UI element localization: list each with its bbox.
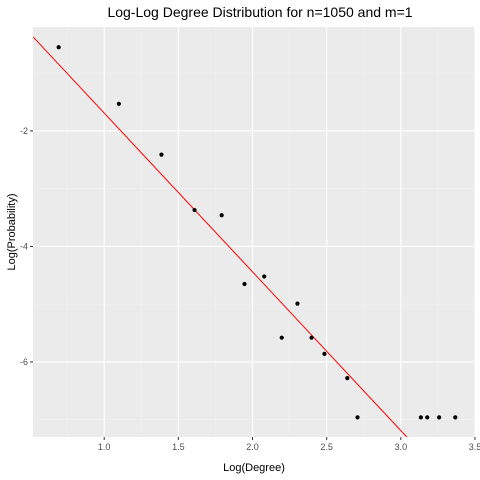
plot-panel <box>33 27 475 437</box>
y-axis-label: Log(Probability) <box>6 193 18 270</box>
data-point <box>437 415 442 420</box>
x-tick-label: 2.0 <box>246 442 259 452</box>
data-point <box>453 415 458 420</box>
x-tick-label: 2.5 <box>320 442 333 452</box>
fit-line <box>33 36 408 437</box>
data-point <box>322 351 327 356</box>
axis-ticks <box>30 130 476 440</box>
data-point <box>192 207 197 213</box>
major-gridlines <box>33 27 476 437</box>
data-points <box>56 45 458 420</box>
data-point <box>242 281 247 287</box>
x-tick-label: 3.0 <box>395 442 408 452</box>
data-point <box>295 301 300 306</box>
tick-labels: 1.0 1.5 2.0 2.5 3.0 3.5 -2 -4 -6 <box>20 126 480 452</box>
y-tick-label: -2 <box>20 126 28 136</box>
x-tick-label: 1.0 <box>98 442 111 452</box>
data-point <box>219 213 224 218</box>
data-point <box>159 152 164 157</box>
data-point <box>56 45 61 50</box>
x-tick-label: 1.5 <box>172 442 185 452</box>
chart-title: Log-Log Degree Distribution for n=1050 a… <box>107 4 412 20</box>
data-point <box>279 335 284 340</box>
x-tick-label: 3.5 <box>469 442 480 452</box>
data-point <box>355 415 360 420</box>
data-point <box>262 274 267 279</box>
fit-line-group <box>33 36 408 437</box>
data-point <box>425 415 430 420</box>
data-point <box>418 415 423 420</box>
data-point <box>116 101 121 106</box>
x-axis-label: Log(Degree) <box>223 462 285 474</box>
y-tick-label: -4 <box>20 241 28 251</box>
data-point <box>309 335 314 340</box>
y-tick-label: -6 <box>20 357 28 367</box>
data-point <box>345 375 350 381</box>
